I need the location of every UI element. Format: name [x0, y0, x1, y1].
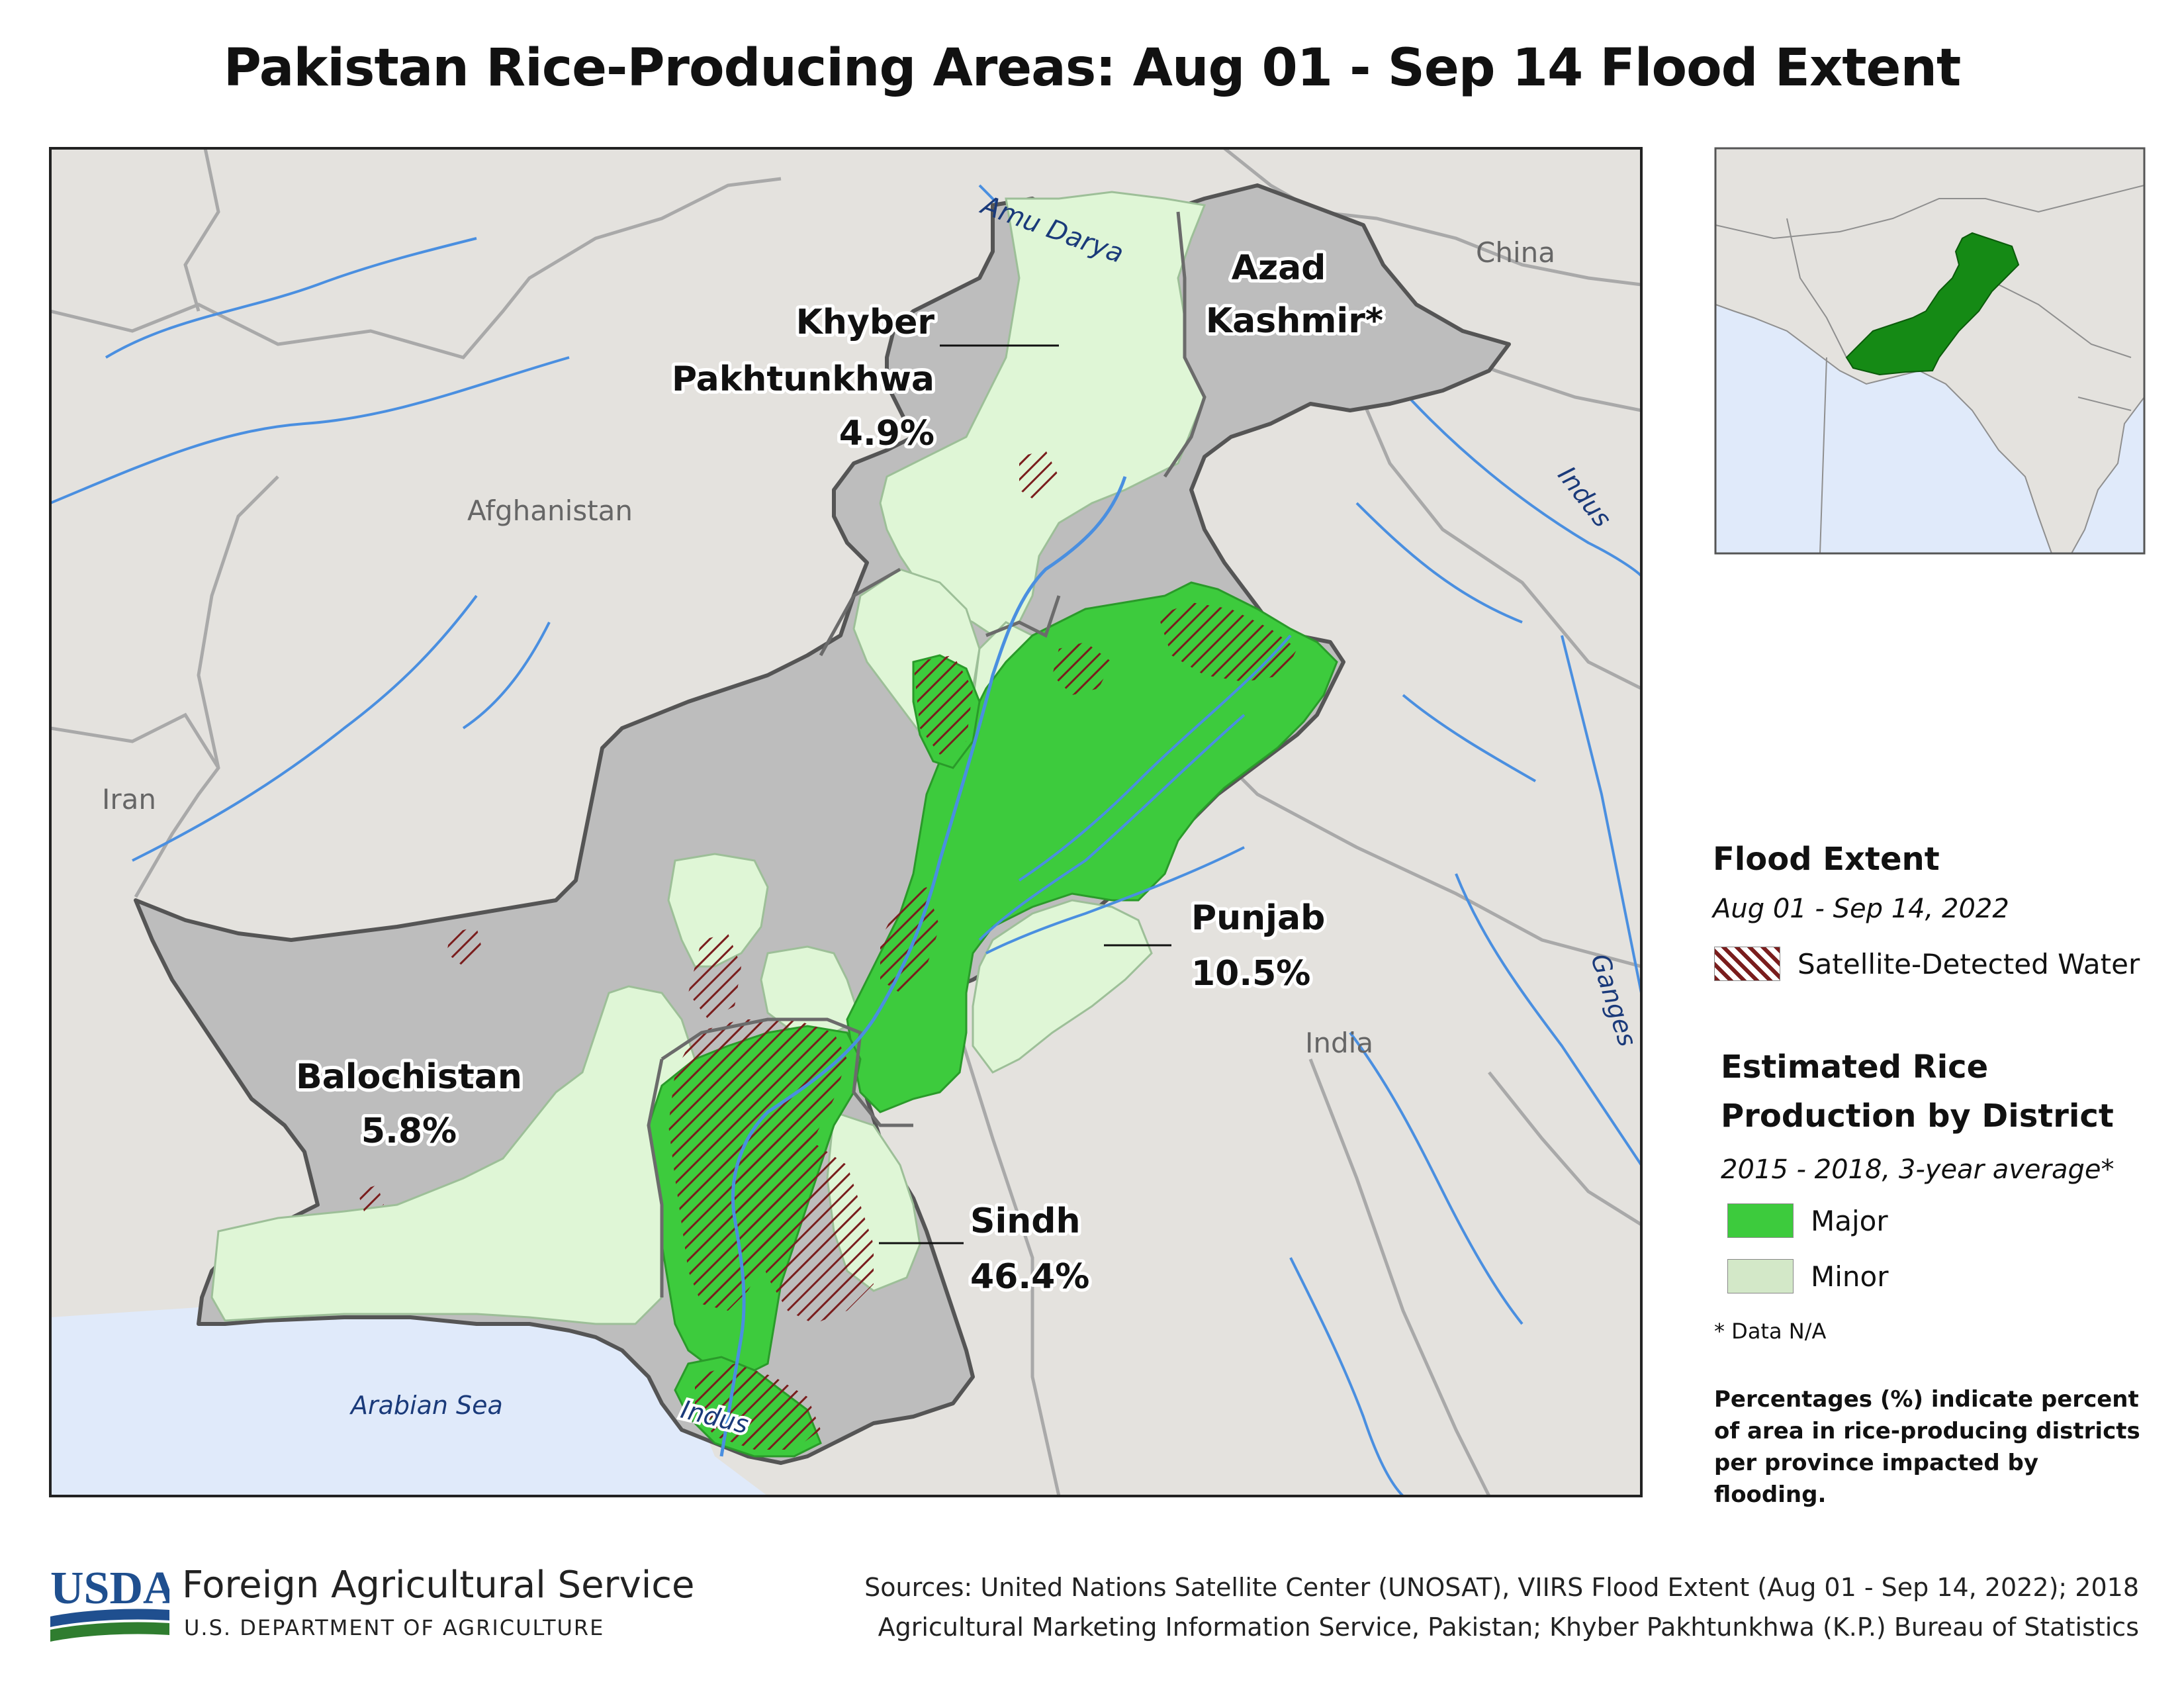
rivers: [50, 184, 1641, 1496]
label-india: India: [1305, 1027, 1373, 1059]
footer-agency: Foreign Agricultural Service: [182, 1564, 695, 1607]
legend-data-na: * Data N/A: [1714, 1319, 1827, 1344]
sources-line-2: Agricultural Marketing Information Servi…: [878, 1613, 2139, 1642]
footer-department: U.S. DEPARTMENT OF AGRICULTURE: [184, 1615, 605, 1640]
label-kp-line2: Pakhtunkhwa: [672, 359, 934, 399]
footer-sources: Sources: United Nations Satellite Center…: [848, 1568, 2139, 1647]
legend-flood-title: Flood Extent: [1713, 841, 1940, 878]
legend-minor-item: Minor: [1727, 1259, 1889, 1293]
label-kp-line1: Khyber: [796, 303, 935, 342]
label-punjab: Punjab: [1191, 898, 1325, 938]
label-balochistan-pct: 5.8%: [361, 1111, 457, 1151]
sources-line-1: Sources: United Nations Satellite Center…: [864, 1573, 2139, 1602]
label-arabian-sea: Arabian Sea: [349, 1391, 503, 1420]
label-azad-line1: Azad: [1232, 248, 1326, 288]
label-iran: Iran: [102, 783, 156, 816]
legend-major-label: Major: [1811, 1204, 1888, 1237]
main-map-frame: [49, 147, 1643, 1497]
province-borders: [647, 211, 1206, 1297]
label-sindh-pct: 46.4%: [970, 1257, 1089, 1297]
legend-minor-label: Minor: [1811, 1260, 1889, 1293]
pakistan-outline: [134, 183, 1511, 1465]
leader-lines: [879, 344, 1171, 1244]
label-kp-pct: 4.9%: [839, 414, 934, 453]
legend-flood-label: Satellite-Detected Water: [1797, 947, 2140, 980]
usda-logo-text: USDA: [50, 1564, 169, 1614]
label-sindh: Sindh: [970, 1201, 1081, 1241]
legend-rice-period: 2015 - 2018, 3-year average*: [1721, 1154, 2115, 1185]
legend-rice-title-2: Production by District: [1721, 1098, 2114, 1135]
major-swatch: [1727, 1203, 1794, 1238]
inset-frame: [1714, 147, 2146, 555]
arabian-sea: [50, 1297, 768, 1496]
inset-pakistan: [1845, 232, 2020, 376]
indus-river: [719, 476, 1127, 1457]
district-balochistan-east[interactable]: [667, 853, 769, 968]
label-afghanistan: Afghanistan: [467, 494, 633, 527]
district-punjab-south[interactable]: [972, 899, 1153, 1074]
flood-extent: [357, 450, 1297, 1450]
minor-swatch: [1727, 1259, 1794, 1293]
legend-percent-note: Percentages (%) indicate percent of area…: [1714, 1386, 2140, 1508]
legend-flood-item: Satellite-Detected Water: [1714, 947, 2140, 981]
map-title: Pakistan Rice-Producing Areas: Aug 01 - …: [223, 38, 1962, 98]
legend-flood-period: Aug 01 - Sep 14, 2022: [1713, 894, 2009, 924]
flood-swatch: [1714, 947, 1780, 981]
label-china: China: [1476, 236, 1555, 269]
label-balochistan: Balochistan: [296, 1057, 522, 1097]
legend-rice-title-1: Estimated Rice: [1721, 1049, 1989, 1086]
legend-major-item: Major: [1727, 1203, 1888, 1238]
main-map[interactable]: [50, 148, 1641, 1496]
label-punjab-pct: 10.5%: [1191, 954, 1310, 994]
inset-map: [1715, 148, 2144, 553]
label-azad-line2: Kashmir*: [1206, 301, 1383, 341]
jhelum-chenab-rivers: [978, 634, 1292, 955]
usda-logo: USDA: [50, 1564, 169, 1642]
district-punjab-major[interactable]: [846, 581, 1338, 1113]
